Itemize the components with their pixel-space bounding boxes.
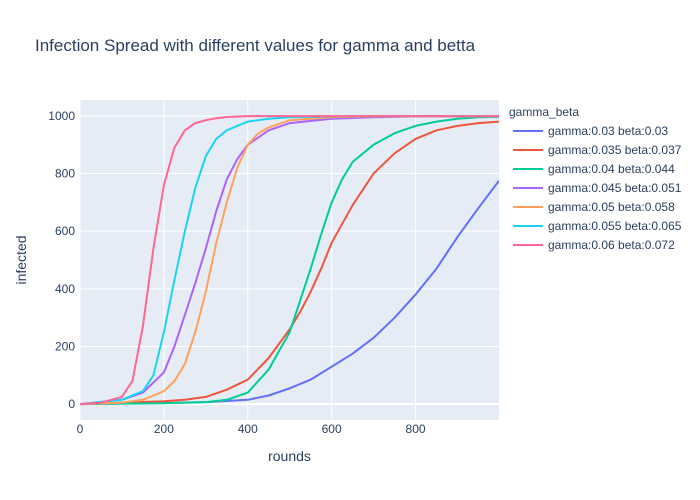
legend-item[interactable]: gamma:0.06 beta:0.072 xyxy=(513,238,675,252)
legend-item[interactable]: gamma:0.045 beta:0.051 xyxy=(513,181,682,195)
legend-item[interactable]: gamma:0.055 beta:0.065 xyxy=(513,219,682,233)
legend-item[interactable]: gamma:0.03 beta:0.03 xyxy=(513,124,668,138)
legend-label: gamma:0.03 beta:0.03 xyxy=(548,124,668,138)
series-layer xyxy=(80,115,499,406)
y-axis-title: infected xyxy=(13,235,29,284)
legend-label: gamma:0.055 beta:0.065 xyxy=(548,219,682,233)
legend-label: gamma:0.05 beta:0.058 xyxy=(548,200,675,214)
legend-label: gamma:0.04 beta:0.044 xyxy=(548,162,675,176)
legend-item[interactable]: gamma:0.04 beta:0.044 xyxy=(513,162,675,176)
x-tick-label: 400 xyxy=(238,422,258,436)
y-tick-label: 400 xyxy=(55,282,75,296)
legend-item[interactable]: gamma:0.05 beta:0.058 xyxy=(513,200,675,214)
plot-area xyxy=(80,100,499,420)
series-line-5[interactable] xyxy=(80,115,499,406)
legend-label: gamma:0.06 beta:0.072 xyxy=(548,238,675,252)
series-line-4[interactable] xyxy=(80,115,499,406)
legend-label: gamma:0.035 beta:0.037 xyxy=(548,143,682,157)
y-tick-label: 200 xyxy=(55,339,75,353)
x-axis-ticks: 0 200 400 600 800 xyxy=(77,422,426,436)
legend-label: gamma:0.045 beta:0.051 xyxy=(548,181,682,195)
legend-item[interactable]: gamma:0.035 beta:0.037 xyxy=(513,143,682,157)
legend[interactable]: gamma_beta gamma:0.03 beta:0.03gamma:0.0… xyxy=(509,105,682,252)
y-tick-label: 600 xyxy=(55,224,75,238)
series-line-7[interactable] xyxy=(80,115,499,406)
legend-items[interactable]: gamma:0.03 beta:0.03 gamma:0.035 beta:0.0… xyxy=(513,124,682,252)
y-axis-ticks: 0 200 400 600 800 1000 xyxy=(48,109,75,411)
chart-title: Infection Spread with different values f… xyxy=(35,36,476,55)
x-tick-label: 200 xyxy=(154,422,174,436)
y-tick-label: 800 xyxy=(55,167,75,181)
series-line-2[interactable] xyxy=(80,120,499,406)
x-tick-label: 0 xyxy=(77,422,84,436)
x-tick-label: 600 xyxy=(322,422,342,436)
y-tick-label: 0 xyxy=(68,397,75,411)
x-tick-label: 800 xyxy=(406,422,426,436)
legend-title: gamma_beta xyxy=(509,105,579,119)
y-tick-label: 1000 xyxy=(48,109,75,123)
x-axis-title: rounds xyxy=(268,448,311,464)
series-line-3[interactable] xyxy=(80,115,499,406)
